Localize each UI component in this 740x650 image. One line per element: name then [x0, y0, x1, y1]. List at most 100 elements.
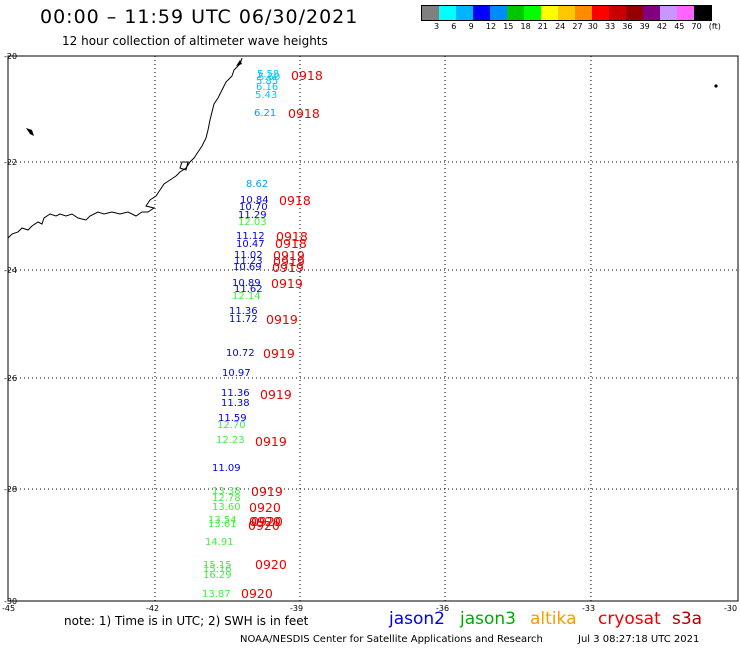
legend-label: 9 — [468, 22, 474, 31]
wave-height-value: 10.72 — [226, 348, 255, 359]
credit-line: NOAA/NESDIS Center for Satellite Applica… — [240, 634, 543, 645]
wave-height-value: 16.29 — [203, 570, 232, 581]
wave-height-value: 15.16 — [203, 564, 232, 575]
wave-height-value: 10.89 — [232, 278, 261, 289]
wave-height-value: 10.97 — [222, 368, 251, 379]
wave-height-value: 5.60 — [258, 72, 281, 83]
observation-time: 0919 — [271, 276, 303, 291]
longitude-label: -45 — [2, 604, 16, 613]
observation-time: 0918 — [279, 193, 311, 208]
legend-label: 45 — [674, 22, 685, 31]
map-subtitle: 12 hour collection of altimeter wave hei… — [62, 34, 328, 48]
map-title: 00:00 – 11:59 UTC 06/30/2021 — [40, 6, 359, 28]
legend-label: 12 — [485, 22, 497, 31]
longitude-label: -30 — [724, 604, 738, 613]
legend-swatch — [609, 6, 626, 20]
island — [26, 128, 34, 136]
longitude-label: -36 — [436, 604, 450, 613]
observation-time: 0920 — [249, 500, 281, 515]
legend-label: 27 — [572, 22, 583, 31]
satellite-s3a: s3a — [672, 609, 703, 629]
satellite-altika: altika — [530, 609, 577, 629]
legend-swatch — [626, 6, 643, 20]
longitude-label: -42 — [146, 604, 160, 613]
observation-time: 0919 — [273, 254, 305, 269]
observation-time: 0919 — [255, 434, 287, 449]
wave-height-value: 11.23 — [234, 256, 263, 267]
observation-time: 0918 — [275, 236, 307, 251]
island-dot — [714, 84, 718, 88]
observation-time: 0918 — [276, 229, 308, 244]
legend-label: 6 — [451, 22, 457, 31]
latitude-label: -24 — [4, 266, 18, 275]
observation-time: 0920 — [249, 514, 281, 529]
legend-label: 18 — [520, 22, 531, 31]
legend-swatch — [473, 6, 490, 20]
legend-swatch — [541, 6, 558, 20]
legend-swatch — [694, 6, 711, 20]
wave-height-value: 10.84 — [240, 195, 269, 206]
satellite-cryosat: cryosat — [598, 609, 661, 629]
observation-time: 0920 — [241, 586, 273, 601]
wave-height-value: 13.87 — [202, 589, 231, 600]
wave-height-value: 14.91 — [205, 537, 234, 548]
wave-height-value: 5.43 — [255, 90, 278, 101]
wave-height-value: 10.69 — [233, 262, 262, 273]
wave-height-value: 11.62 — [234, 284, 263, 295]
legend-swatch — [490, 6, 507, 20]
map-frame — [7, 55, 739, 602]
coastline — [7, 57, 243, 239]
legend-swatch — [575, 6, 592, 20]
legend-label: 36 — [622, 22, 633, 31]
observation-time: 0918 — [291, 68, 323, 83]
legend-label: 70 — [691, 22, 702, 31]
wave-height-value: 13.61 — [208, 519, 237, 530]
longitude-label: -39 — [290, 604, 304, 613]
observation-time: 0920 — [255, 557, 287, 572]
observation-time: 0919 — [260, 387, 292, 402]
generated-timestamp: Jul 3 08:27:18 UTC 2021 — [578, 634, 700, 645]
longitude-label: -33 — [582, 604, 596, 613]
observation-time: 0919 — [251, 484, 283, 499]
wave-height-value: 12.03 — [238, 217, 267, 228]
wave-height-value: 6.21 — [254, 108, 277, 119]
observation-time: 0920 — [251, 514, 283, 529]
legend-swatch — [439, 6, 456, 20]
wave-height-value: 6.16 — [256, 82, 279, 93]
latitude-label: -20 — [4, 52, 18, 61]
legend-label: 33 — [605, 22, 616, 31]
observation-time: 0919 — [266, 312, 298, 327]
legend-label: 15 — [503, 22, 514, 31]
map-grid — [8, 56, 738, 601]
satellite-jason2: jason2 — [389, 609, 445, 629]
wave-height-value: 13.54 — [208, 515, 237, 526]
wave-height-value: 12.78 — [212, 493, 241, 504]
wave-height-value: 11.72 — [229, 314, 258, 325]
footer-note: note: 1) Time is in UTC; 2) SWH is in fe… — [64, 614, 309, 628]
legend-swatch — [643, 6, 660, 20]
legend-swatch — [524, 6, 541, 20]
wave-height-value: 11.12 — [236, 231, 265, 242]
wave-height-value: 11.29 — [238, 210, 267, 221]
wave-height-value: 8.62 — [246, 179, 269, 190]
legend-swatch — [592, 6, 609, 20]
legend-label: 3 — [434, 22, 440, 31]
wave-height-value: 5.58 — [257, 69, 280, 80]
legend-swatch — [677, 6, 694, 20]
latitude-label: -30 — [4, 597, 18, 606]
observation-time: 0919 — [263, 346, 295, 361]
wave-height-value: 10.70 — [239, 202, 268, 213]
wave-height-color-scale — [421, 5, 712, 21]
wave-height-value: 11.09 — [212, 463, 241, 474]
wave-height-value: 12.14 — [232, 291, 261, 302]
observation-time: 0919 — [273, 248, 305, 263]
legend-label: 24 — [555, 22, 566, 31]
legend-swatch — [558, 6, 575, 20]
legend-label: 39 — [639, 22, 650, 31]
latitude-label: -26 — [4, 374, 18, 383]
legend-swatch — [422, 6, 439, 20]
wave-height-value: 10.47 — [236, 239, 265, 250]
latitude-label: -22 — [4, 158, 18, 167]
legend-swatch — [456, 6, 473, 20]
